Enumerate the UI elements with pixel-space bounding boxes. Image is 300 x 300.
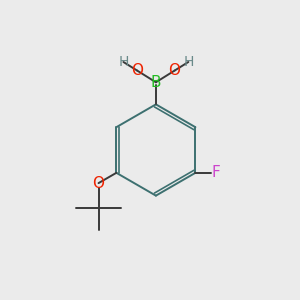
Text: F: F (212, 165, 220, 180)
Text: O: O (169, 63, 181, 78)
Text: B: B (151, 75, 161, 90)
Text: H: H (183, 55, 194, 69)
Text: O: O (131, 63, 143, 78)
Text: H: H (118, 55, 129, 69)
Text: O: O (92, 176, 104, 190)
